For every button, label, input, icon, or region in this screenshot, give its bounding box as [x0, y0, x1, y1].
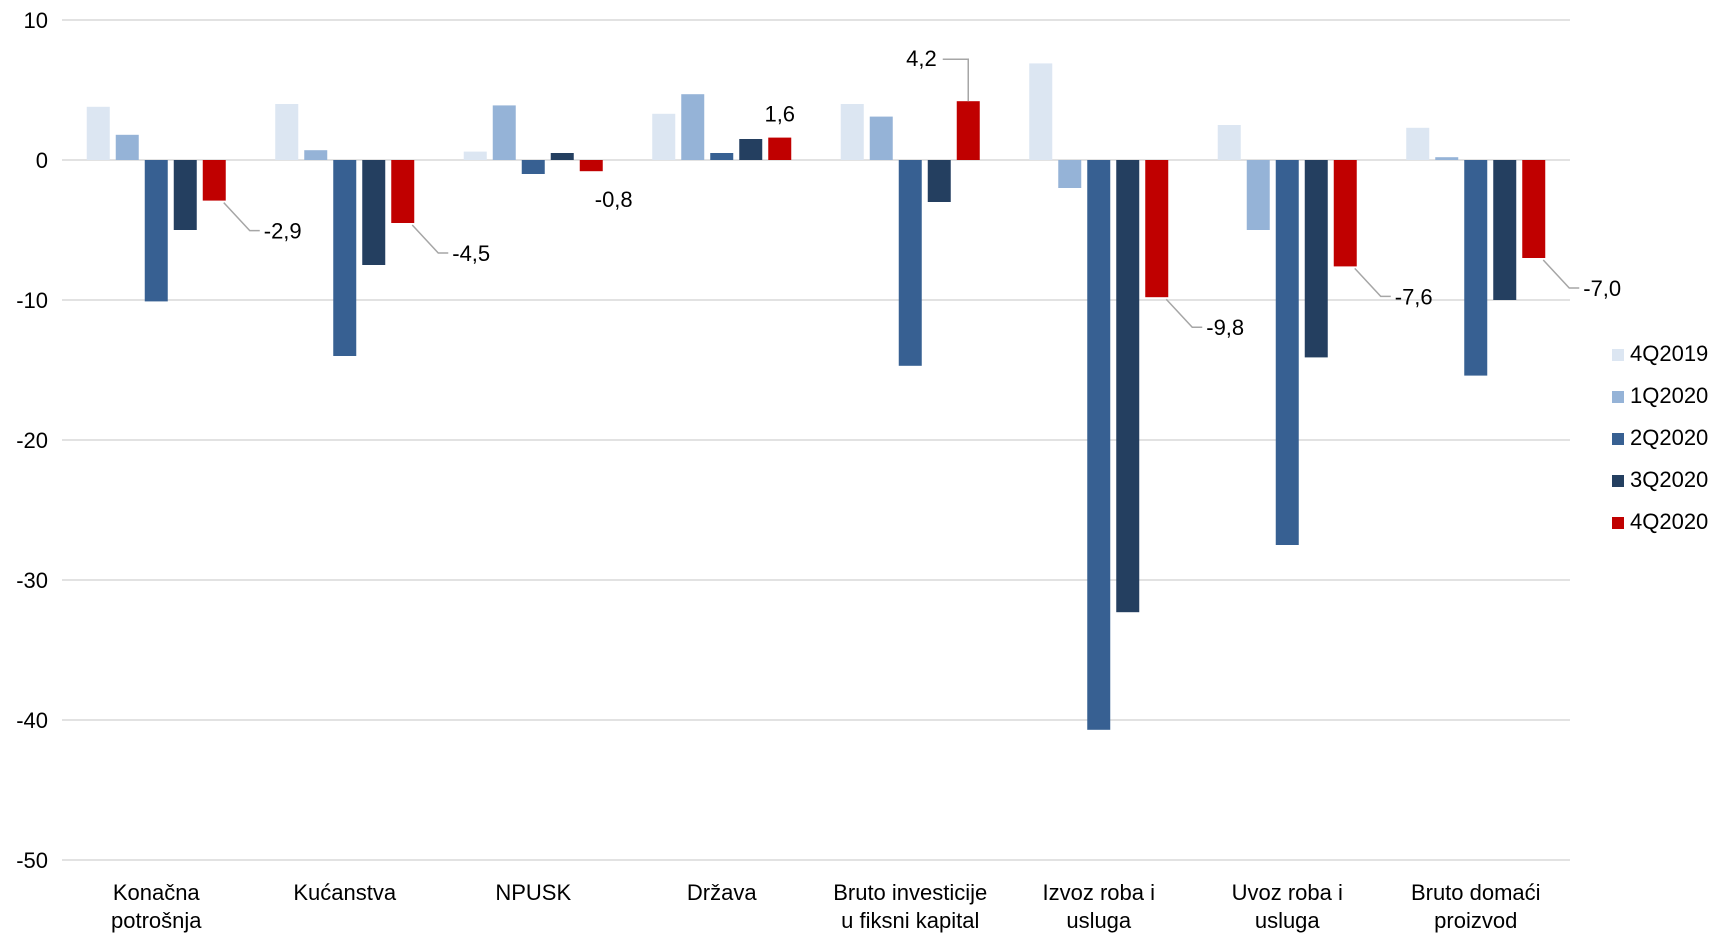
bar: [710, 153, 734, 160]
legend-item: 4Q2019: [1612, 341, 1708, 366]
bar: [1246, 160, 1270, 230]
x-tick-label: Izvoz roba i: [1043, 880, 1156, 905]
bar: [1275, 160, 1299, 545]
legend-swatch: [1612, 475, 1624, 487]
legend-item: 2Q2020: [1612, 425, 1708, 450]
leader-line: [411, 224, 449, 254]
legend-item: 1Q2020: [1612, 383, 1708, 408]
bars: [86, 63, 1546, 730]
x-tick-label: Konačna: [113, 880, 201, 905]
x-tick-label: u fiksni kapital: [841, 908, 979, 933]
y-tick-label: -50: [16, 848, 48, 873]
bar: [1029, 63, 1053, 160]
x-tick-label: Bruto domaći: [1411, 880, 1541, 905]
y-tick-label: 10: [24, 8, 48, 33]
bar: [840, 104, 864, 160]
data-label: -7,6: [1395, 284, 1433, 309]
y-tick-label: -10: [16, 288, 48, 313]
bar: [869, 116, 893, 160]
bar: [550, 153, 574, 160]
bar: [173, 160, 197, 230]
legend-swatch: [1612, 517, 1624, 529]
x-tick-label: usluga: [1255, 908, 1321, 933]
legend-item: 4Q2020: [1612, 509, 1708, 534]
legend: 4Q2019 1Q2020 2Q2020 3Q2020 4Q2020: [1612, 341, 1708, 534]
bar: [1116, 160, 1140, 613]
data-label: -2,9: [264, 219, 302, 244]
data-label: -9,8: [1206, 315, 1244, 340]
x-tick-label: Uvoz roba i: [1232, 880, 1343, 905]
data-label: -0,8: [595, 187, 633, 212]
bar: [1522, 160, 1546, 258]
bar: [739, 139, 763, 160]
bar: [1145, 160, 1169, 298]
y-tick-label: -20: [16, 428, 48, 453]
data-label: -7,0: [1583, 276, 1621, 301]
legend-swatch: [1612, 349, 1624, 361]
legend-swatch: [1612, 391, 1624, 403]
y-tick-label: 0: [36, 148, 48, 173]
bar: [115, 134, 139, 160]
x-tick-label: NPUSK: [495, 880, 571, 905]
data-label: 1,6: [764, 102, 795, 127]
x-tick-label: usluga: [1066, 908, 1132, 933]
bar: [521, 160, 545, 174]
y-tick-label: -30: [16, 568, 48, 593]
bar: [1058, 160, 1082, 188]
bar: [144, 160, 168, 302]
x-tick-label: potrošnja: [111, 908, 202, 933]
legend-label: 1Q2020: [1630, 383, 1708, 408]
x-axis: Konačna potrošnja Kućanstva NPUSK Država Brut…: [111, 880, 1541, 933]
bar: [956, 101, 980, 160]
bar: [202, 160, 226, 201]
bar: [1304, 160, 1328, 358]
legend-label: 3Q2020: [1630, 467, 1708, 492]
bar: [275, 104, 299, 160]
bar: [492, 105, 516, 160]
bar: [652, 113, 676, 160]
x-tick-label: Bruto investicije: [833, 880, 987, 905]
x-tick-label: Kućanstva: [293, 880, 396, 905]
legend-label: 2Q2020: [1630, 425, 1708, 450]
legend-label: 4Q2020: [1630, 509, 1708, 534]
leader-line: [1354, 267, 1391, 298]
bar: [1406, 127, 1430, 160]
legend-item: 3Q2020: [1612, 467, 1708, 492]
x-tick-label: Država: [687, 880, 757, 905]
data-labels: -2,9 -4,5 -0,8 1,6 4,2 -9,8 -7,6 -7,0: [223, 46, 1621, 340]
bar: [333, 160, 357, 356]
leader-line: [942, 58, 969, 102]
bar: [927, 160, 951, 202]
bar: [463, 151, 487, 160]
data-label: 4,2: [906, 46, 937, 71]
legend-label: 4Q2019: [1630, 341, 1708, 366]
y-axis: 10 0 -10 -20 -30 -40 -50: [16, 8, 48, 873]
bar: [1435, 157, 1459, 160]
bar: [1493, 160, 1517, 300]
bar: [579, 160, 603, 172]
leader-line: [1542, 259, 1580, 289]
bar: [304, 150, 328, 160]
bar: [362, 160, 386, 265]
data-label: -4,5: [452, 241, 490, 266]
bar: [391, 160, 415, 223]
x-tick-label: proizvod: [1434, 908, 1517, 933]
leader-line: [223, 202, 260, 232]
bar: [1217, 125, 1241, 160]
legend-swatch: [1612, 433, 1624, 445]
y-tick-label: -40: [16, 708, 48, 733]
bar: [1464, 160, 1488, 376]
bar: [898, 160, 922, 366]
leader-line: [1165, 298, 1203, 328]
bar: [681, 94, 705, 160]
bar: [1333, 160, 1357, 267]
bar: [86, 106, 110, 160]
bar: [1087, 160, 1111, 730]
bar: [768, 137, 792, 160]
